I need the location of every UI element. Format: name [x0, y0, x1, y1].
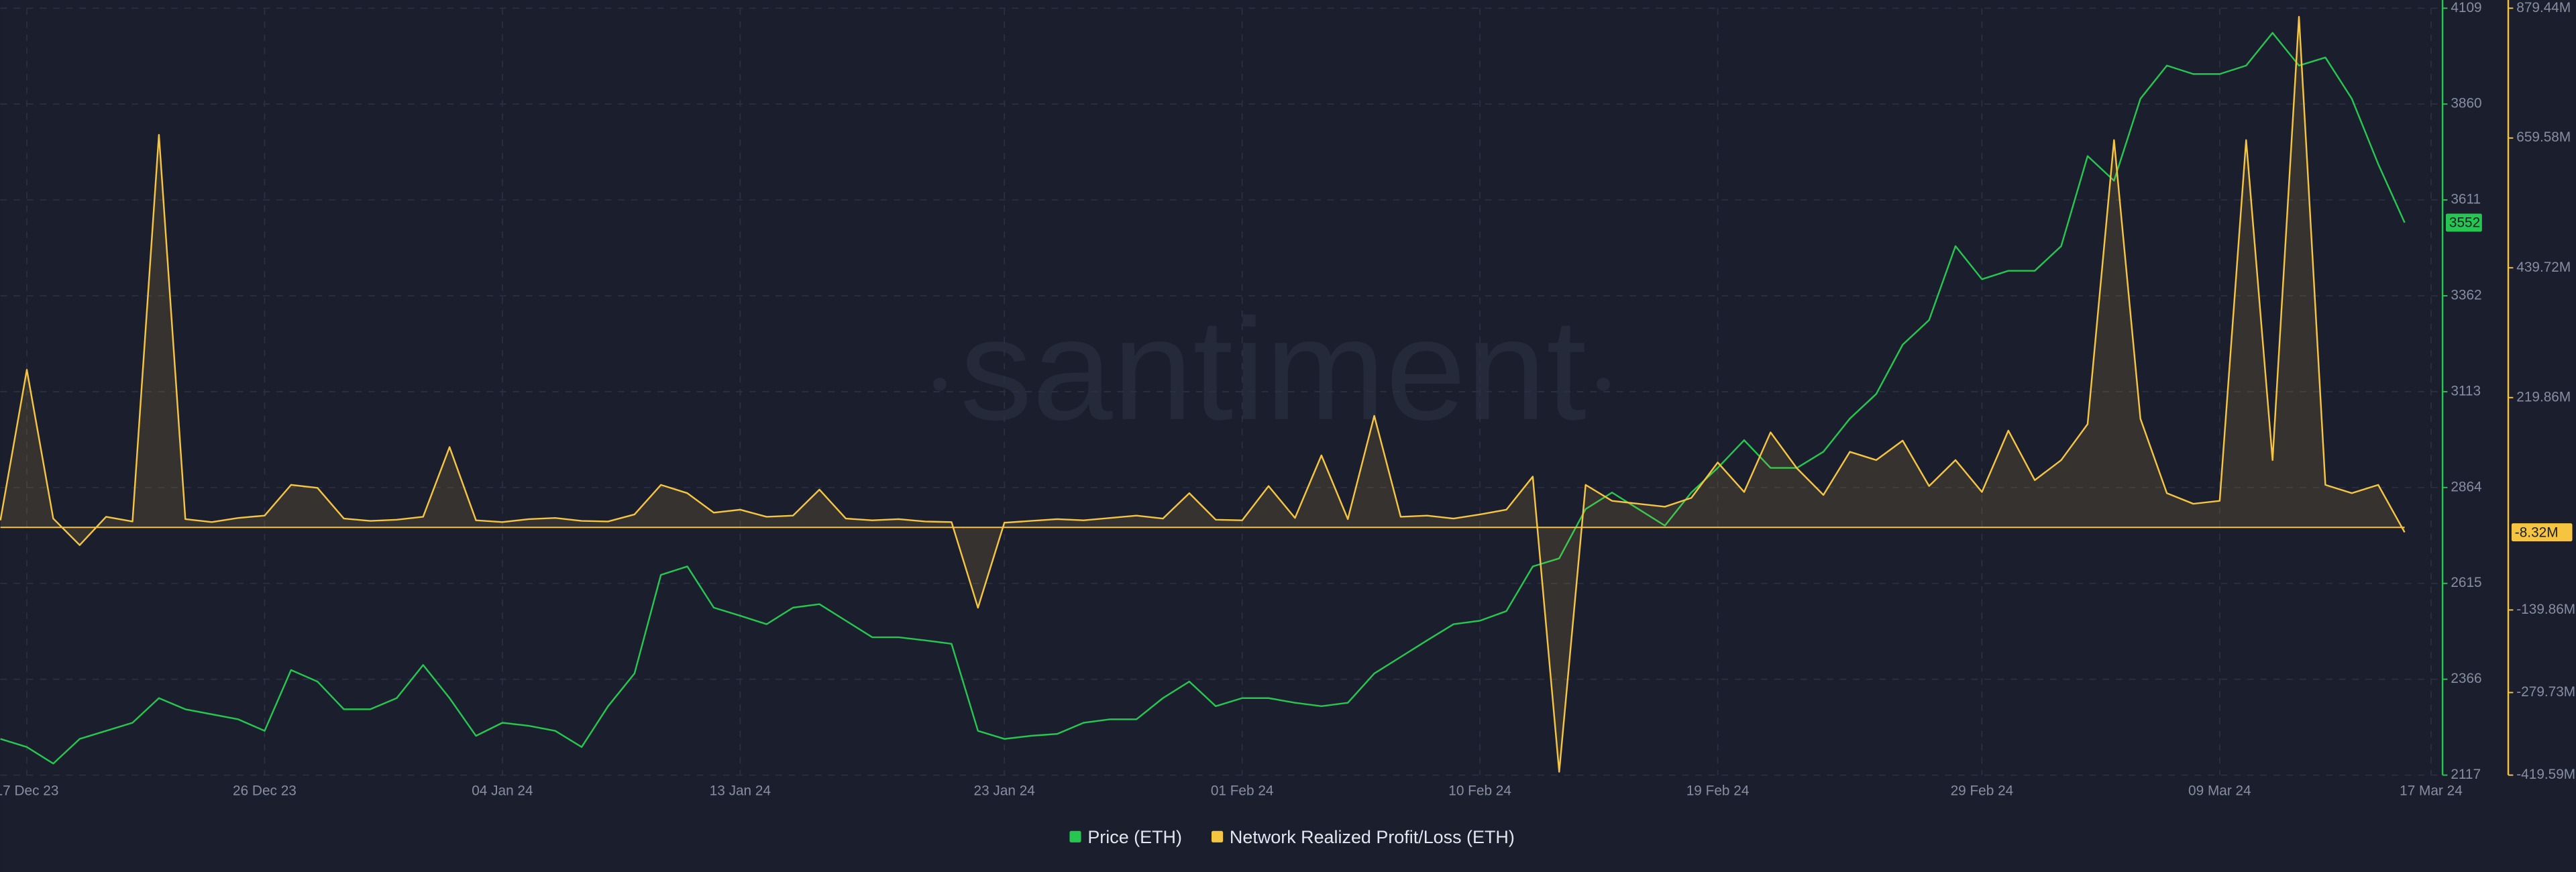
- y-tick-label: 2615: [2451, 575, 2481, 590]
- last-value-label: 3552: [2449, 215, 2480, 231]
- y-tick-label: 2864: [2451, 479, 2481, 494]
- y2-tick-label: -419.59M: [2516, 767, 2575, 782]
- x-tick-label: 01 Feb 24: [1211, 783, 1274, 799]
- y2-tick-label: -139.86M: [2516, 602, 2575, 617]
- watermark-dot: [1597, 378, 1610, 391]
- y-tick-label: 3860: [2451, 96, 2481, 111]
- x-tick-label: 19 Feb 24: [1686, 783, 1750, 799]
- last-value-label: -8.32M: [2515, 525, 2559, 540]
- x-tick-label: 29 Feb 24: [1951, 783, 2014, 799]
- y-tick-label: 3611: [2451, 192, 2481, 207]
- x-tick-label: 26 Dec 23: [233, 783, 297, 799]
- x-tick-label: 10 Feb 24: [1448, 783, 1511, 799]
- x-tick-label: 23 Jan 24: [974, 783, 1035, 799]
- line: [0, 32, 2406, 765]
- y2-tick-label: 219.86M: [2516, 389, 2571, 404]
- y-tick-label: 2117: [2451, 767, 2481, 782]
- y2-tick-label: 659.58M: [2516, 129, 2571, 145]
- x-tick-label: 17 Dec 23: [0, 783, 58, 799]
- x-tick-label: 09 Mar 24: [2188, 783, 2251, 799]
- legend-label: Network Realized Profit/Loss (ETH): [1230, 827, 1515, 847]
- y-tick-label: 4109: [2451, 0, 2481, 15]
- watermark: santiment: [960, 288, 1587, 450]
- y-tick-label: 3113: [2451, 383, 2481, 398]
- watermark-dot: [933, 378, 947, 391]
- legend-swatch: [1212, 830, 1224, 842]
- legend-label: Price (ETH): [1087, 827, 1182, 847]
- y-tick-label: 2366: [2451, 671, 2481, 686]
- last-value-badge: [2445, 213, 2482, 232]
- x-tick-label: 13 Jan 24: [710, 783, 771, 799]
- y-tick-label: 3362: [2451, 287, 2481, 303]
- x-tick-label: 04 Jan 24: [472, 783, 533, 799]
- line: [0, 15, 2406, 773]
- y2-tick-label: -279.73M: [2516, 684, 2575, 700]
- legend-swatch: [1069, 830, 1081, 842]
- x-tick-label: 17 Mar 24: [2400, 783, 2463, 799]
- y2-tick-label: 879.44M: [2516, 0, 2571, 15]
- last-value-badge: [2511, 523, 2573, 542]
- legend: Price (ETH) Network Realized Profit/Loss …: [1069, 827, 1515, 847]
- y2-tick-label: 439.72M: [2516, 260, 2571, 275]
